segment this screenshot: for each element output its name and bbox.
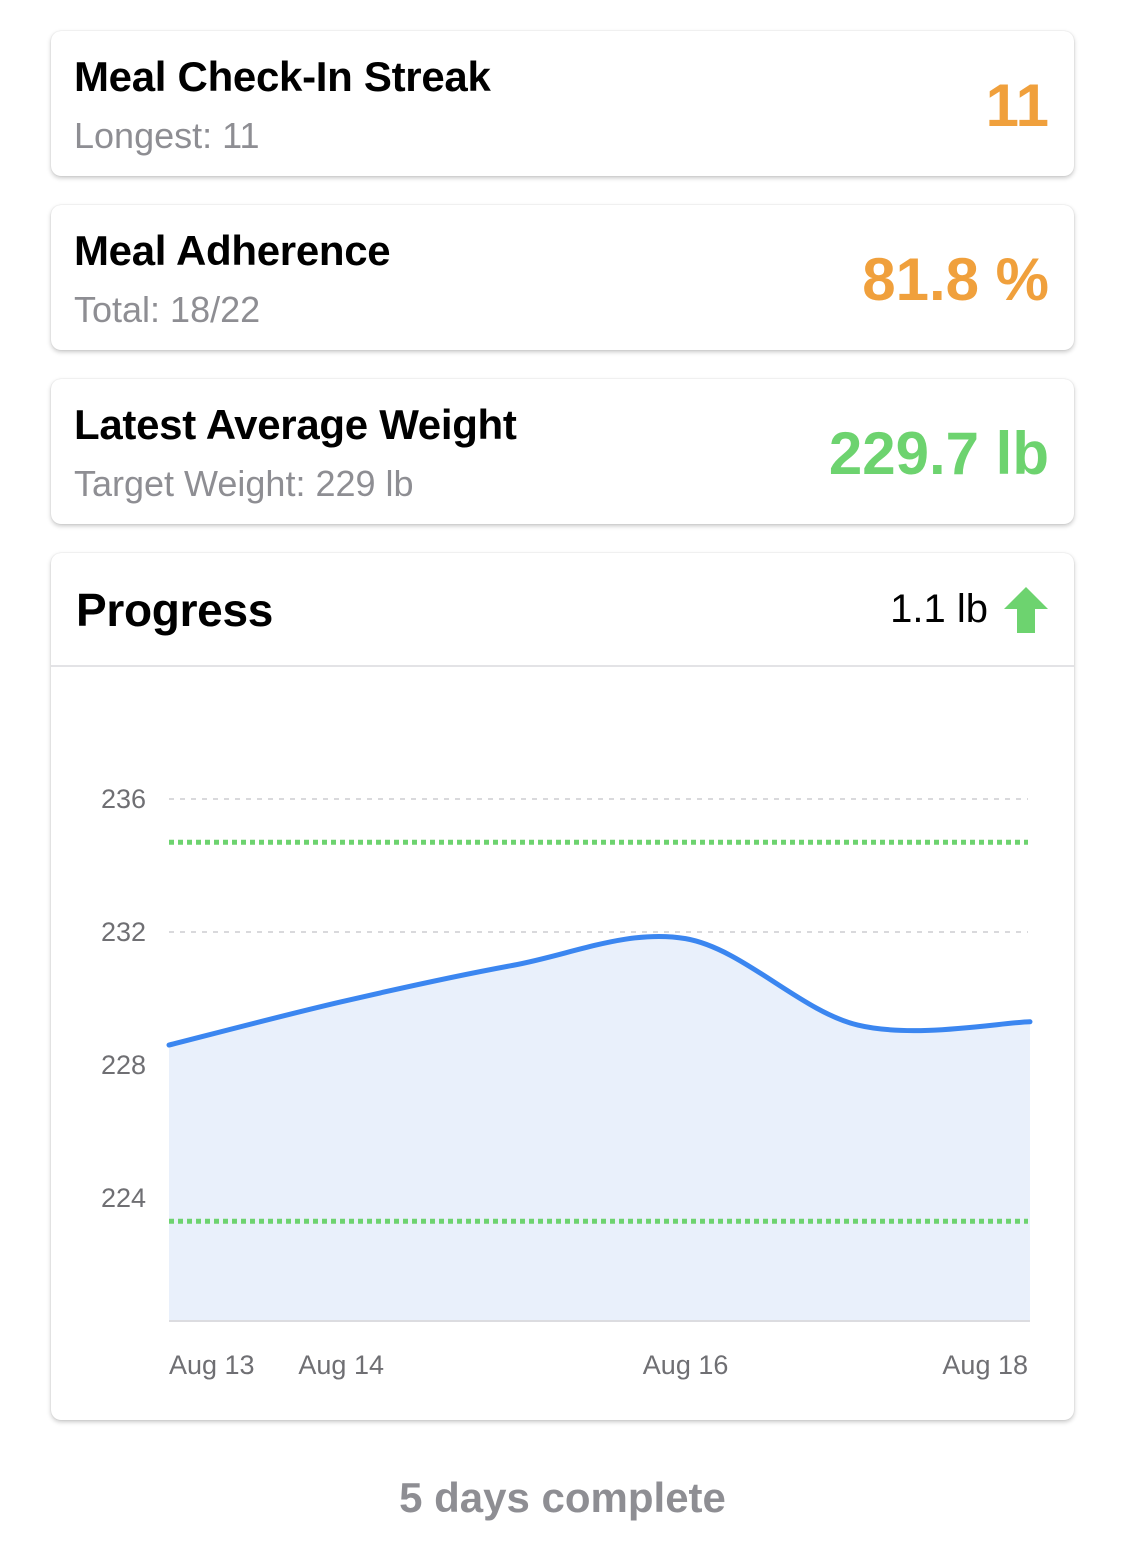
streak-value: 11 [985,72,1049,139]
y-tick-label: 224 [101,1183,146,1213]
x-tick-label: Aug 14 [298,1350,384,1380]
arrow-up-icon [1004,587,1048,633]
adherence-total: Total: 18/22 [74,289,261,330]
progress-title: Progress [76,584,274,636]
weight-series-line [166,933,1033,1048]
weight-title: Latest Average Weight [74,401,517,448]
target-weight: Target Weight: 229 lb [74,463,414,504]
x-tick-label: Aug 16 [643,1350,729,1380]
progress-header: Progress 1.1 lb [51,553,1074,667]
progress-card[interactable]: Progress 1.1 lb 224 228 232 236 Aug 13 Aug 14… [51,553,1074,1420]
y-tick-label: 228 [101,1050,146,1080]
weight-value: 229.7 lb [828,420,1049,487]
x-tick-label: Aug 13 [169,1350,255,1380]
adherence-title: Meal Adherence [74,227,391,274]
streak-card[interactable]: Meal Check-In Streak Longest: 11 11 [51,31,1074,176]
adherence-value: 81.8 % [862,246,1049,313]
y-tick-label: 232 [101,917,146,947]
y-tick-label: 236 [101,784,146,814]
progress-change: 1.1 lb [890,587,988,631]
x-tick-label: Aug 18 [942,1350,1028,1380]
streak-title: Meal Check-In Streak [74,53,491,100]
adherence-card[interactable]: Meal Adherence Total: 18/22 81.8 % [51,205,1074,350]
streak-longest: Longest: 11 [74,115,260,156]
weight-card[interactable]: Latest Average Weight Target Weight: 229… [51,379,1074,524]
weight-chart: 224 228 232 236 Aug 13 Aug 14 Aug 16 Aug 18 [101,784,1033,1380]
area-fill [169,936,1030,1321]
days-complete-label: 5 days complete [399,1474,726,1521]
